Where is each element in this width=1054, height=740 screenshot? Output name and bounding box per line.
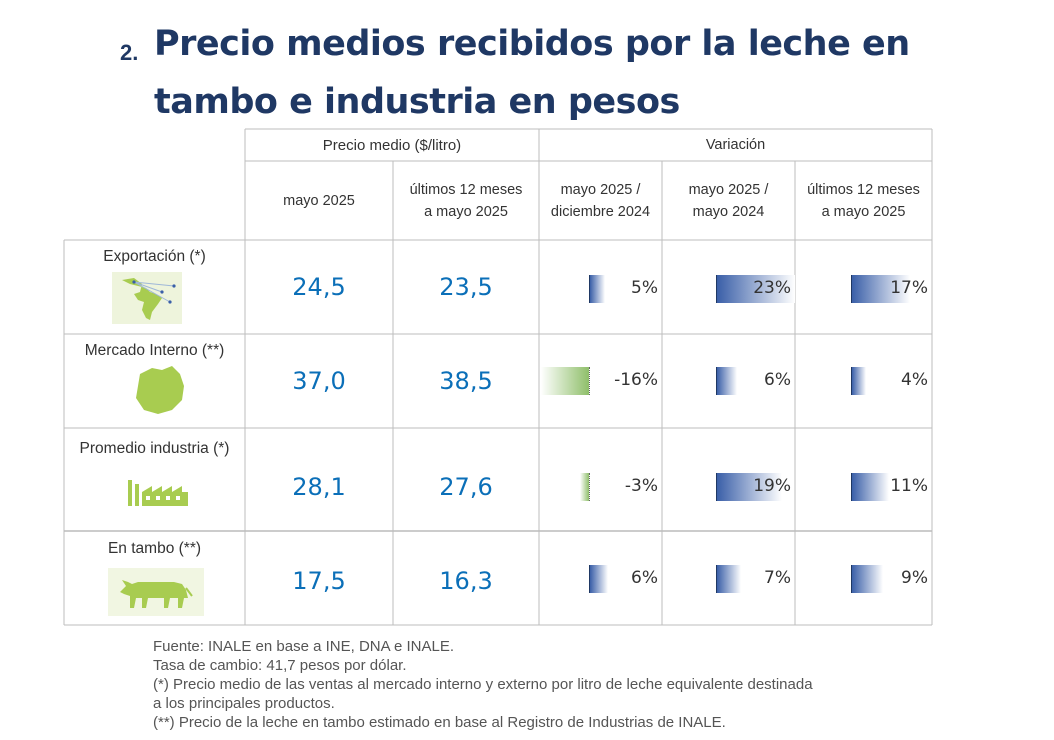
variation-bar-anual [716,367,738,395]
header-text: diciembre 2024 [550,203,651,220]
header-text: a mayo 2025 [821,203,906,220]
price-12m-promedio-industria: 27,6 [439,473,493,501]
cow-icon [108,568,204,616]
row-label-mercado-interno: Mercado Interno (**) [84,342,225,359]
price-mayo-exportacion: 24,5 [292,273,346,301]
variation-value-dic: -3% [624,476,658,496]
variation-value-anual: 23% [753,278,791,298]
header-col-mayo-2025: mayo 2025 [283,192,355,209]
title-line-2: tambo e industria en pesos [154,82,680,122]
variation-value-anual: 7% [764,568,791,588]
price-mayo-mercado-interno: 37,0 [292,367,346,395]
title-line-1: Precio medios recibidos por la leche en [154,24,910,64]
variation-value-12m: 9% [901,568,928,588]
header-variation-group: Variación [705,137,766,153]
row-label-en-tambo: En tambo (**) [107,540,202,557]
variation-bar-dic [589,565,608,593]
footnote-double-asterisk: (**) Precio de la leche en tambo estimad… [153,714,726,731]
variation-bar-12m [851,565,883,593]
header-text: mayo 2025 / [560,181,641,198]
variation-bar-dic [589,275,605,303]
footnote-exchange-rate: Tasa de cambio: 41,7 pesos por dólar. [153,657,407,674]
row-label-exportacion: Exportación (*) [103,248,206,265]
export-map-icon [112,272,182,324]
variation-value-12m: 11% [890,476,928,496]
header-col-var-12m: últimos 12 meses a mayo 2025 [795,161,932,240]
header-text: últimos 12 meses [409,181,523,198]
variation-value-12m: 17% [890,278,928,298]
header-text: mayo 2025 / [688,181,769,198]
header-price-group: Precio medio ($/litro) [322,137,462,154]
footnote-source: Fuente: INALE en base a INE, DNA e INALE… [153,638,454,655]
footnote-asterisk: (*) Precio medio de las ventas al mercad… [153,676,813,693]
variation-bar-anual [716,275,796,303]
header-text: a mayo 2025 [424,203,508,220]
price-mayo-promedio-industria: 28,1 [292,473,346,501]
uruguay-map-icon [136,366,184,414]
variation-value-dic: -16% [614,370,658,390]
variation-bar-12m [851,275,910,303]
variation-bar-dic [541,367,590,395]
header-col-12-meses: últimos 12 meses a mayo 2025 [393,161,539,240]
header-col-var-dic: mayo 2025 / diciembre 2024 [539,161,662,240]
header-text: mayo 2024 [692,203,765,220]
footnote-asterisk-cont: a los principales productos. [153,695,335,712]
price-12m-exportacion: 23,5 [439,273,493,301]
price-12m-mercado-interno: 38,5 [439,367,493,395]
variation-value-dic: 5% [631,278,658,298]
price-12m-en-tambo: 16,3 [439,567,493,595]
variation-bar-12m [851,473,890,501]
variation-bar-12m [851,367,866,395]
variation-value-anual: 6% [764,370,791,390]
variation-bar-anual [716,565,741,593]
section-number: 2. [120,40,139,65]
variation-bar-anual [716,473,782,501]
variation-value-12m: 4% [901,370,928,390]
variation-bar-dic [580,473,590,501]
variation-value-anual: 19% [753,476,791,496]
header-col-var-anual: mayo 2025 / mayo 2024 [662,161,795,240]
price-mayo-en-tambo: 17,5 [292,567,346,595]
factory-icon [128,480,188,506]
variation-value-dic: 6% [631,568,658,588]
footnotes: Fuente: INALE en base a INE, DNA e INALE… [153,637,813,732]
header-text: últimos 12 meses [807,181,920,198]
row-label-promedio-industria: Promedio industria (*) [79,440,230,457]
